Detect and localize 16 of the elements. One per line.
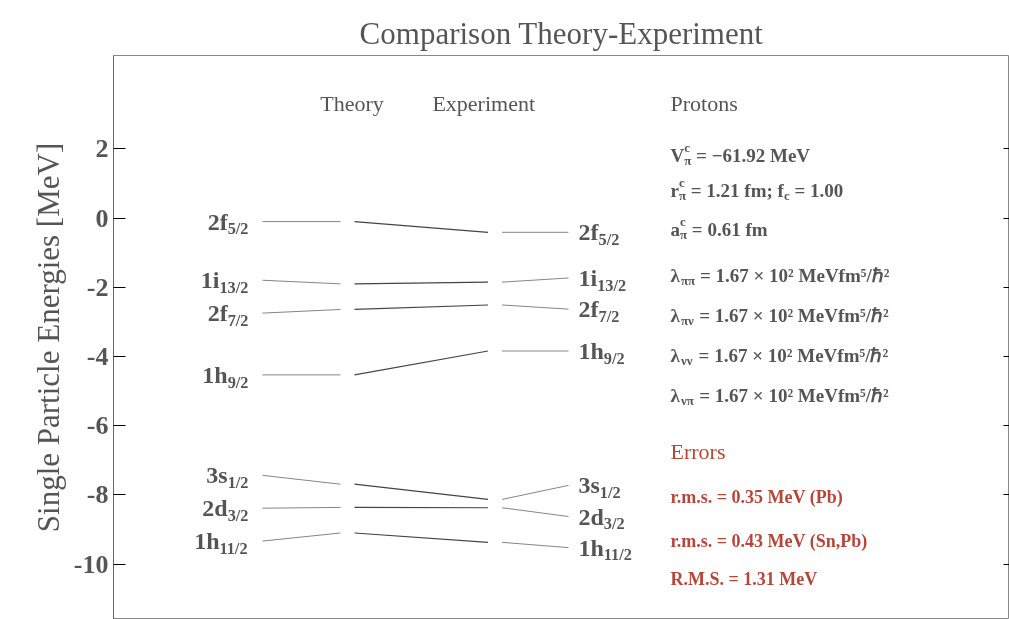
y-tick-label: -8 [86, 480, 109, 510]
chart-title: Comparison Theory-Experiment [359, 15, 764, 51]
text: Protons [670, 91, 738, 116]
text: R.M.S. = 1.31 MeV [670, 568, 818, 589]
y-tick-label: -10 [73, 549, 109, 579]
y-tick-label: 0 [95, 203, 109, 233]
y-axis-title: Single Particle Energies [MeV] [30, 142, 66, 533]
text: Errors [670, 439, 726, 464]
x-tick-label: Theory [320, 91, 384, 116]
text: r.m.s. = 0.35 MeV (Pb) [670, 486, 843, 508]
text: r.m.s. = 0.43 MeV (Sn,Pb) [670, 530, 868, 552]
y-tick-label: -2 [86, 272, 109, 302]
x-tick-label: Experiment [432, 91, 536, 116]
y-tick-label: 2 [95, 134, 109, 164]
y-tick-label: -4 [86, 342, 109, 372]
y-tick-label: -6 [86, 411, 109, 441]
